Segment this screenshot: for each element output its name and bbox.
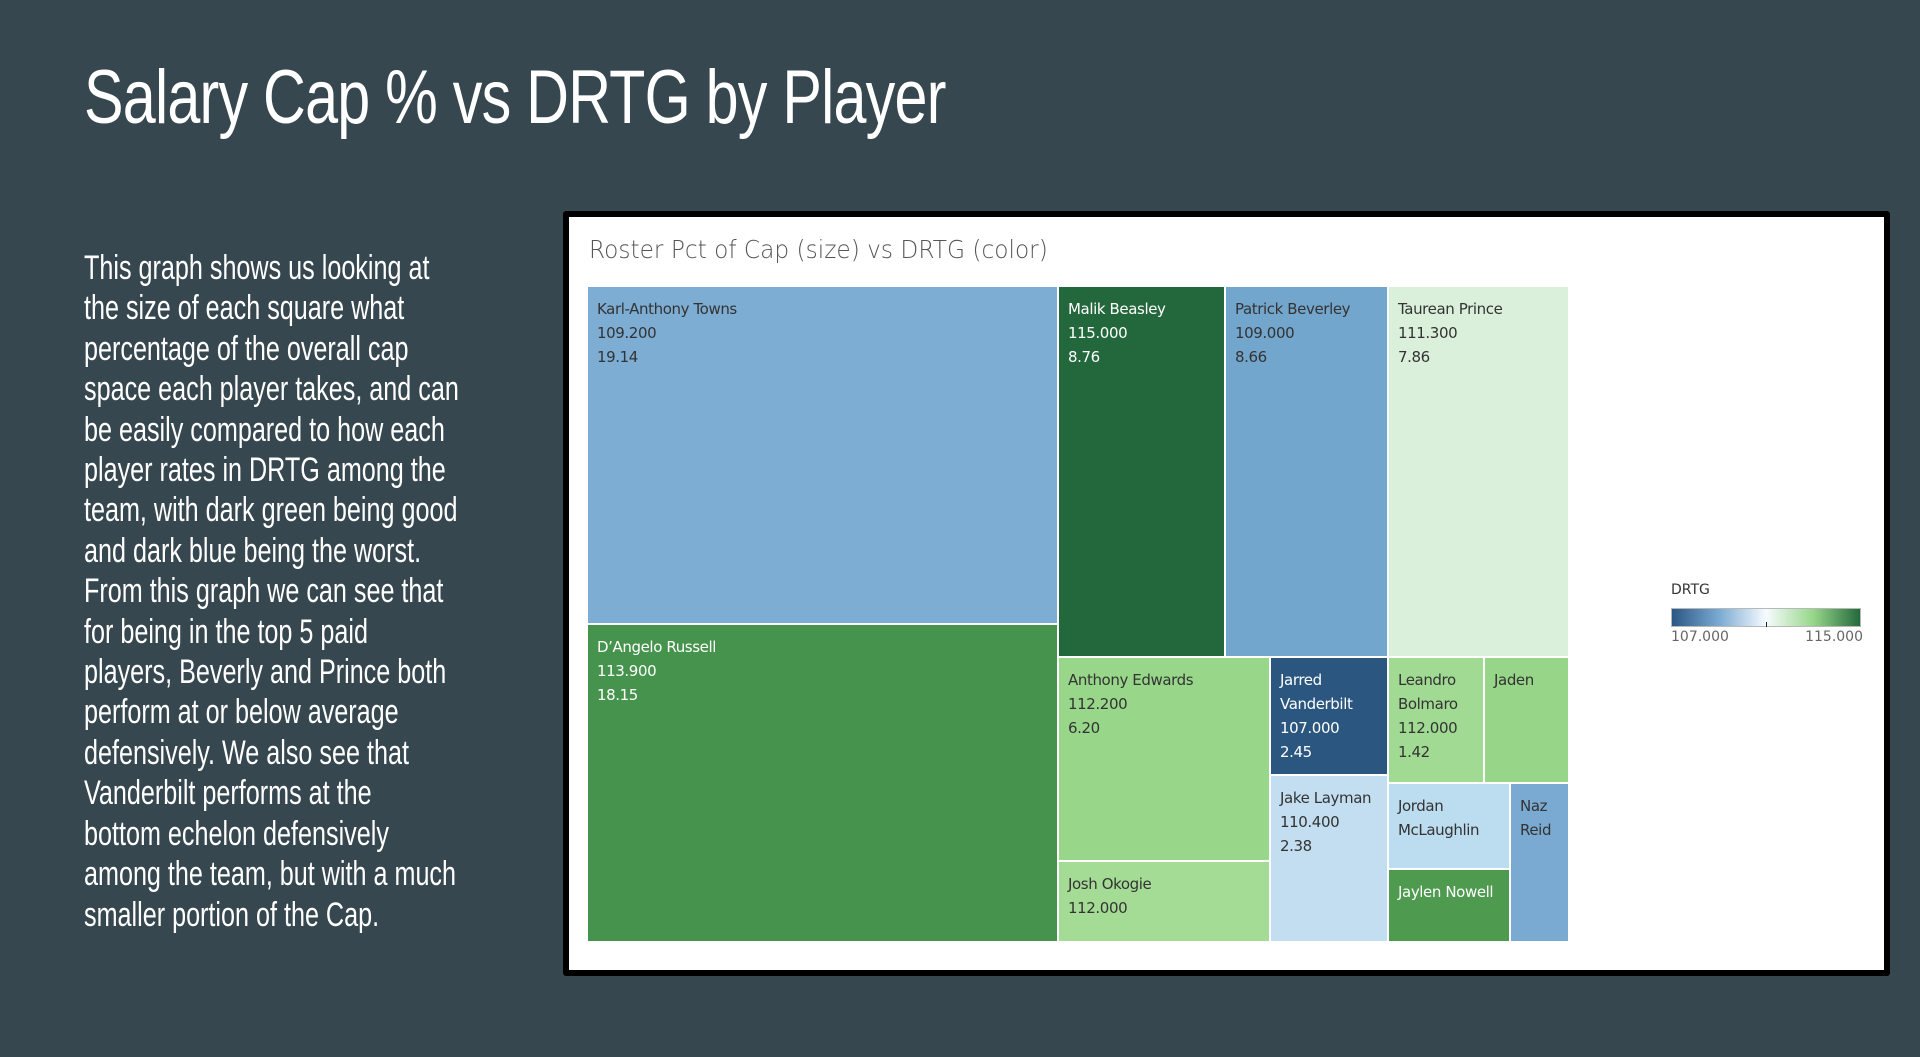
player-name-label: Jake Layman [1280, 789, 1372, 807]
drtg-value-label: 115.000 [1068, 324, 1128, 342]
chart-title: Roster Pct of Cap (size) vs DRTG (color) [589, 235, 1048, 264]
player-name-label: Naz Reid [1520, 797, 1552, 839]
player-name-label: Leandro Bolmaro [1398, 671, 1458, 713]
treemap: Karl-Anthony Towns 109.200 19.14 D’Angelo R… [588, 287, 1659, 943]
drtg-value-label: 113.900 [597, 662, 657, 680]
pct-cap-value-label: 2.45 [1280, 743, 1312, 761]
treemap-cell[interactable]: Jarred Vanderbilt 107.000 2.45 [1271, 658, 1389, 776]
drtg-value-label: 112.200 [1068, 695, 1128, 713]
player-name-label: Jordan McLaughlin [1398, 797, 1480, 839]
drtg-value-label: 112.000 [1068, 899, 1128, 917]
treemap-cell[interactable]: Jaylen Nowell [1389, 870, 1511, 943]
treemap-cell[interactable]: Taurean Prince 111.300 7.86 [1389, 287, 1570, 658]
legend-gradient [1671, 608, 1861, 627]
treemap-cell[interactable]: Leandro Bolmaro 112.000 1.42 [1389, 658, 1485, 784]
treemap-cell[interactable]: D’Angelo Russell 113.900 18.15 [588, 625, 1059, 943]
treemap-cell[interactable]: Josh Okogie 112.000 [1059, 862, 1271, 943]
drtg-value-label: 107.000 [1280, 719, 1340, 737]
pct-cap-value-label: 8.76 [1068, 348, 1100, 366]
player-name-label: Jaylen Nowell [1398, 883, 1494, 901]
slide-title: Salary Cap % vs DRTG by Player [84, 55, 946, 140]
treemap-cell[interactable]: Patrick Beverley 109.000 8.66 [1226, 287, 1389, 658]
player-name-label: Karl-Anthony Towns [597, 300, 737, 318]
chart-frame: Roster Pct of Cap (size) vs DRTG (color)… [563, 211, 1890, 976]
pct-cap-value-label: 18.15 [597, 686, 638, 704]
player-name-label: Taurean Prince [1398, 300, 1503, 318]
treemap-cell[interactable]: Anthony Edwards 112.200 6.20 [1059, 658, 1271, 862]
pct-cap-value-label: 1.42 [1398, 743, 1430, 761]
legend-min-label: 107.000 [1671, 629, 1729, 645]
pct-cap-value-label: 6.20 [1068, 719, 1100, 737]
color-legend: DRTG 107.000 115.000 [1671, 582, 1871, 645]
drtg-value-label: 110.400 [1280, 813, 1340, 831]
legend-title: DRTG [1671, 582, 1710, 598]
player-name-label: Patrick Beverley [1235, 300, 1351, 318]
player-name-label: Jaden [1494, 671, 1534, 689]
slide-description: This graph shows us looking at the size … [84, 249, 459, 934]
drtg-value-label: 109.200 [597, 324, 657, 342]
treemap-cell[interactable]: Jaden [1485, 658, 1570, 784]
pct-cap-value-label: 7.86 [1398, 348, 1430, 366]
treemap-cell[interactable]: Naz Reid [1511, 784, 1570, 943]
pct-cap-value-label: 8.66 [1235, 348, 1267, 366]
legend-midpoint-tick [1766, 622, 1767, 627]
drtg-value-label: 111.300 [1398, 324, 1458, 342]
legend-max-label: 115.000 [1805, 629, 1863, 645]
player-name-label: Malik Beasley [1068, 300, 1166, 318]
pct-cap-value-label: 19.14 [597, 348, 638, 366]
drtg-value-label: 112.000 [1398, 719, 1458, 737]
pct-cap-value-label: 2.38 [1280, 837, 1312, 855]
treemap-cell[interactable]: Malik Beasley 115.000 8.76 [1059, 287, 1226, 658]
player-name-label: Josh Okogie [1068, 875, 1152, 893]
player-name-label: Jarred Vanderbilt [1280, 671, 1353, 713]
player-name-label: Anthony Edwards [1068, 671, 1194, 689]
player-name-label: D’Angelo Russell [597, 638, 716, 656]
treemap-cell[interactable]: Jake Layman 110.400 2.38 [1271, 776, 1389, 943]
treemap-cell[interactable]: Jordan McLaughlin [1389, 784, 1511, 870]
treemap-cell[interactable]: Karl-Anthony Towns 109.200 19.14 [588, 287, 1059, 625]
drtg-value-label: 109.000 [1235, 324, 1295, 342]
